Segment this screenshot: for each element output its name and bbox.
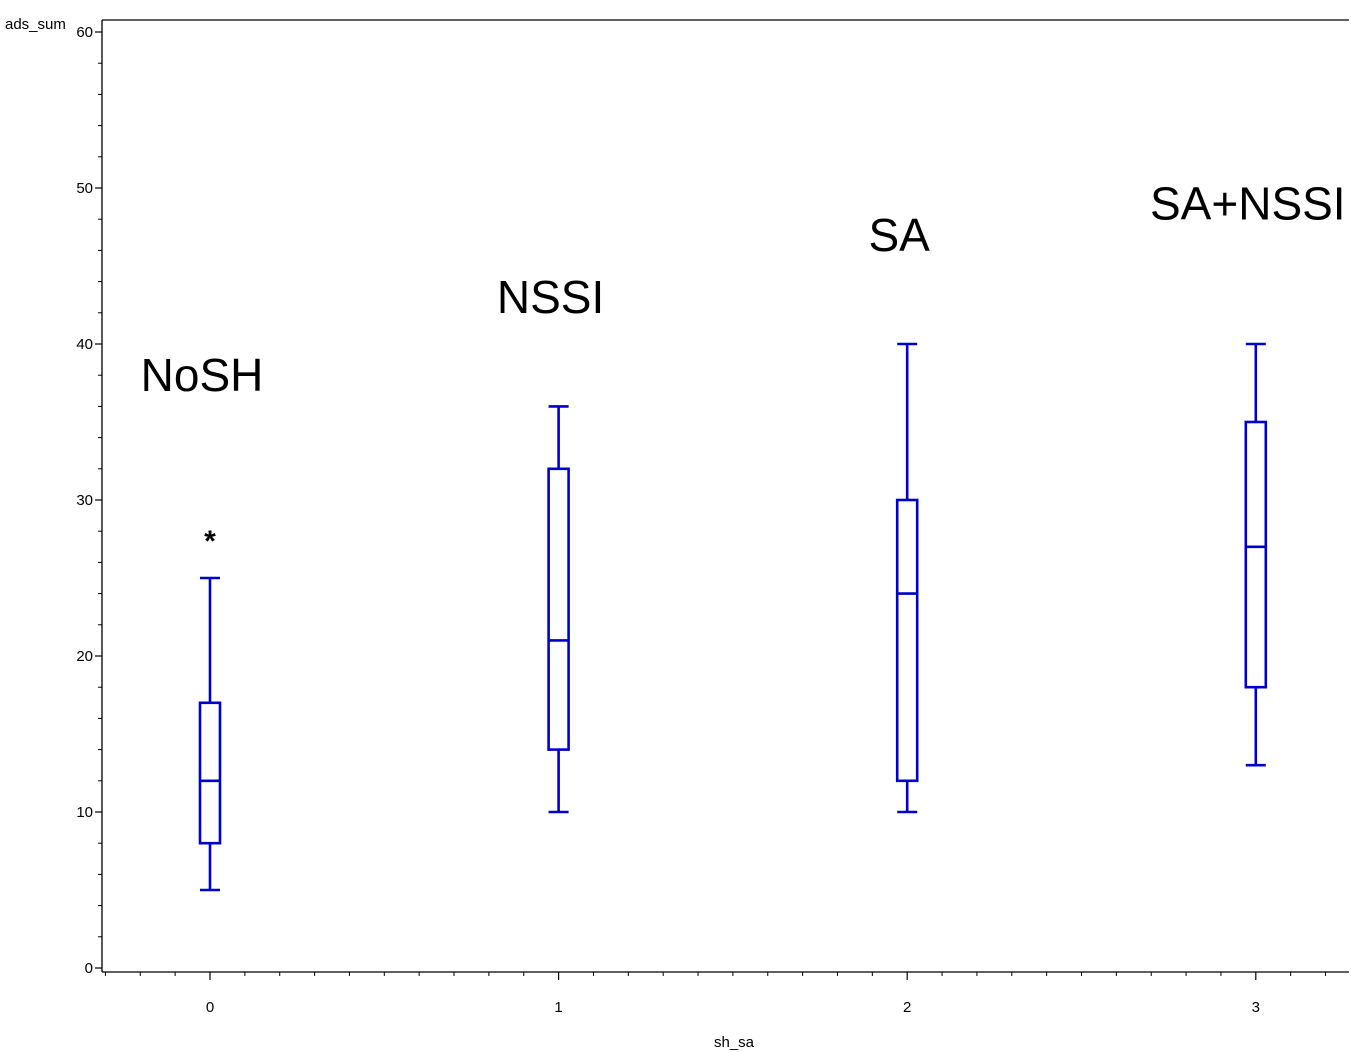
plot-frame <box>101 19 1349 973</box>
group-label: SA+NSSI <box>1150 178 1346 230</box>
iqr-box <box>547 467 570 751</box>
x-tick-label: 0 <box>206 999 214 1016</box>
y-axis: 0 10 20 30 40 50 60 <box>76 24 102 977</box>
x-tick-label: 2 <box>903 999 911 1016</box>
group-label: SA <box>869 209 931 261</box>
y-tick-label: 50 <box>76 180 93 197</box>
box-group <box>1244 342 1268 767</box>
y-tick-label: 60 <box>76 24 93 41</box>
x-tick-label: 1 <box>554 999 562 1016</box>
group-label: NSSI <box>497 271 604 323</box>
box-group <box>547 405 570 814</box>
iqr-box <box>1244 420 1268 689</box>
iqr-box <box>198 701 222 845</box>
outlier-marker: * <box>204 525 216 558</box>
box-series: * <box>198 342 1268 892</box>
y-tick-label: 0 <box>85 960 93 977</box>
y-tick-label: 10 <box>76 804 93 821</box>
box-group <box>895 342 919 814</box>
y-tick-label: 30 <box>76 492 93 509</box>
iqr-box <box>895 498 919 783</box>
x-axis-title: sh_sa <box>714 1034 755 1051</box>
y-tick-label: 40 <box>76 336 93 353</box>
y-axis-title: ads_sum <box>5 16 66 33</box>
box-group: * <box>198 525 222 892</box>
y-tick-label: 20 <box>76 648 93 665</box>
group-label: NoSH <box>141 349 264 401</box>
x-tick-label: 3 <box>1252 999 1260 1016</box>
group-labels: NoSH NSSI SA SA+NSSI <box>141 178 1346 402</box>
x-axis: 0 1 2 3 <box>104 972 1327 1016</box>
